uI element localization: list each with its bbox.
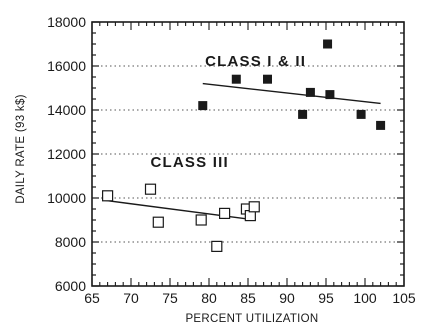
y-tick-label: 6000 (55, 278, 86, 294)
x-axis-title: PERCENT UTILIZATION (185, 313, 318, 325)
x-tick-label: 70 (123, 290, 139, 306)
y-tick-label: 10000 (47, 190, 86, 206)
filled-square-point (305, 87, 315, 97)
filled-square-point (323, 39, 333, 49)
filled-square-point (231, 74, 241, 84)
open-square-point (211, 240, 223, 252)
open-square-point (152, 216, 164, 228)
data-points (101, 39, 386, 252)
open-square-point (219, 207, 231, 219)
trend-line (202, 82, 381, 105)
open-square-point (195, 214, 207, 226)
filled-square-point (325, 90, 335, 100)
y-axis-title: DAILY RATE (93 k$) (15, 94, 27, 204)
x-tick-label: 65 (84, 290, 100, 306)
y-tick-label: 16000 (47, 58, 86, 74)
x-tick-label: 80 (201, 290, 217, 306)
filled-square-point (198, 101, 208, 111)
series-annotation: CLASS I & II (205, 53, 306, 70)
x-tick-label: 105 (392, 290, 416, 306)
y-tick-label: 14000 (47, 102, 86, 118)
plot-frame (91, 21, 405, 287)
open-square-point (248, 201, 260, 213)
filled-square-point (356, 109, 366, 119)
trend-line (103, 199, 256, 221)
open-square-point (101, 190, 114, 202)
filled-square-point (298, 109, 308, 119)
annotations: CLASS I & II CLASS III (151, 53, 306, 171)
tick-labels: 6000 8000 10000 12000 14000 16000 18000 65 70 75 8… (47, 14, 416, 306)
y-tick-label: 18000 (47, 14, 86, 30)
x-tick-label: 95 (318, 290, 334, 306)
filled-square-point (376, 120, 386, 130)
y-tick-label: 8000 (55, 234, 86, 250)
trend-lines (103, 82, 381, 221)
y-tick-label: 12000 (47, 146, 86, 162)
x-tick-label: 90 (279, 290, 295, 306)
x-tick-label: 100 (353, 290, 377, 306)
filled-square-point (263, 74, 272, 84)
x-tick-label: 75 (162, 290, 178, 306)
x-tick-label: 85 (240, 290, 256, 306)
series-annotation: CLASS III (151, 154, 229, 171)
open-square-point (144, 183, 157, 195)
